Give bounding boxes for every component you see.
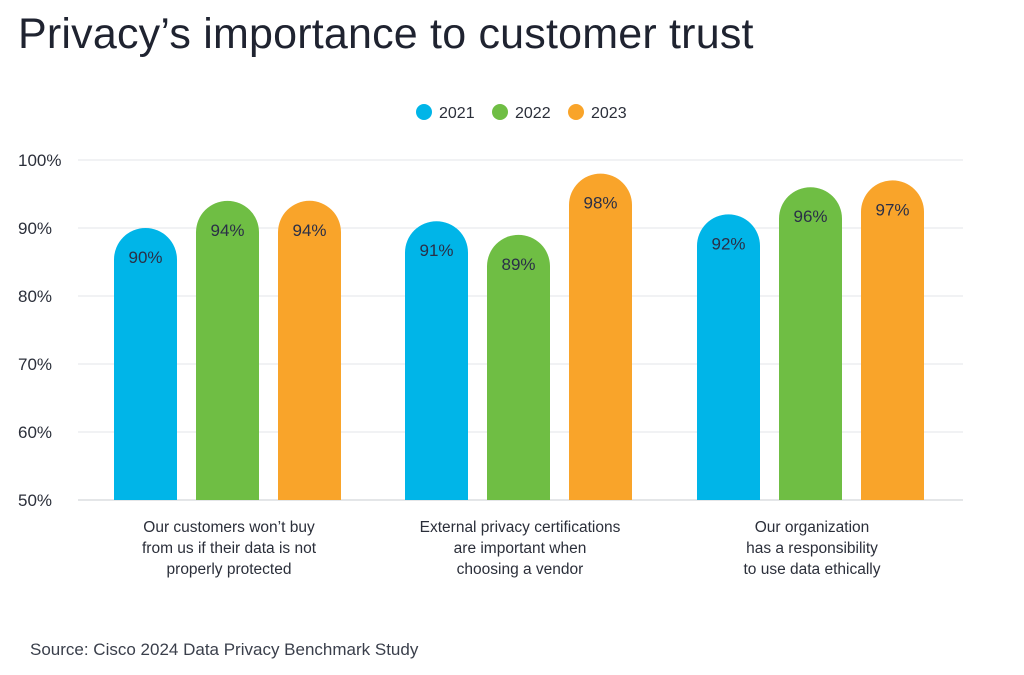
source-note: Source: Cisco 2024 Data Privacy Benchmar… bbox=[30, 640, 419, 659]
y-tick-label: 90% bbox=[18, 219, 52, 238]
bar-value-label: 96% bbox=[793, 207, 827, 226]
bar-value-label: 91% bbox=[419, 241, 453, 260]
bar-value-label: 90% bbox=[128, 248, 162, 267]
bar-2021 bbox=[405, 221, 468, 500]
bar-2023 bbox=[861, 180, 924, 500]
category-label: to use data ethically bbox=[743, 561, 880, 578]
x-axis: Our customers won’t buy from us if their … bbox=[142, 519, 881, 578]
bar-chart: 50% 60% 70% 80% 90% 100% 90% 94% 94% 91% 89% 98% 92… bbox=[18, 104, 963, 578]
legend-swatch bbox=[568, 104, 584, 120]
bar-2022 bbox=[487, 234, 550, 500]
bar-value-label: 94% bbox=[210, 221, 244, 240]
legend-label: 2023 bbox=[591, 105, 627, 122]
category-label: are important when bbox=[454, 540, 587, 557]
category-label: Our customers won’t buy bbox=[143, 519, 315, 536]
y-tick-label: 50% bbox=[18, 491, 52, 510]
legend-label: 2022 bbox=[515, 105, 551, 122]
y-tick-label: 100% bbox=[18, 151, 61, 170]
legend-swatch bbox=[492, 104, 508, 120]
legend-label: 2021 bbox=[439, 105, 475, 122]
category-label: choosing a vendor bbox=[457, 561, 584, 578]
y-tick-label: 60% bbox=[18, 423, 52, 442]
chart-title: Privacy’s importance to customer trust bbox=[18, 10, 754, 58]
bar-2023 bbox=[569, 173, 632, 500]
bars: 90% 94% 94% 91% 89% 98% 92% 96% 97% bbox=[114, 173, 924, 500]
category-label: External privacy certifications bbox=[420, 519, 621, 536]
bar-value-label: 98% bbox=[583, 194, 617, 213]
bar-value-label: 97% bbox=[875, 200, 909, 219]
category-label: Our organization bbox=[755, 519, 870, 536]
category-label: from us if their data is not bbox=[142, 540, 317, 557]
category-label: has a responsibility bbox=[746, 540, 878, 557]
y-tick-label: 80% bbox=[18, 287, 52, 306]
y-axis: 50% 60% 70% 80% 90% 100% bbox=[18, 151, 61, 510]
legend-swatch bbox=[416, 104, 432, 120]
bar-2021 bbox=[697, 214, 760, 500]
bar-value-label: 92% bbox=[711, 234, 745, 253]
bar-2023 bbox=[278, 200, 341, 500]
bar-2021 bbox=[114, 228, 177, 500]
bar-value-label: 94% bbox=[292, 221, 326, 240]
y-tick-label: 70% bbox=[18, 355, 52, 374]
category-label: properly protected bbox=[167, 561, 292, 578]
bar-value-label: 89% bbox=[501, 255, 535, 274]
bar-2022 bbox=[196, 200, 259, 500]
bar-2022 bbox=[779, 187, 842, 500]
legend: 2021 2022 2023 bbox=[416, 104, 627, 122]
